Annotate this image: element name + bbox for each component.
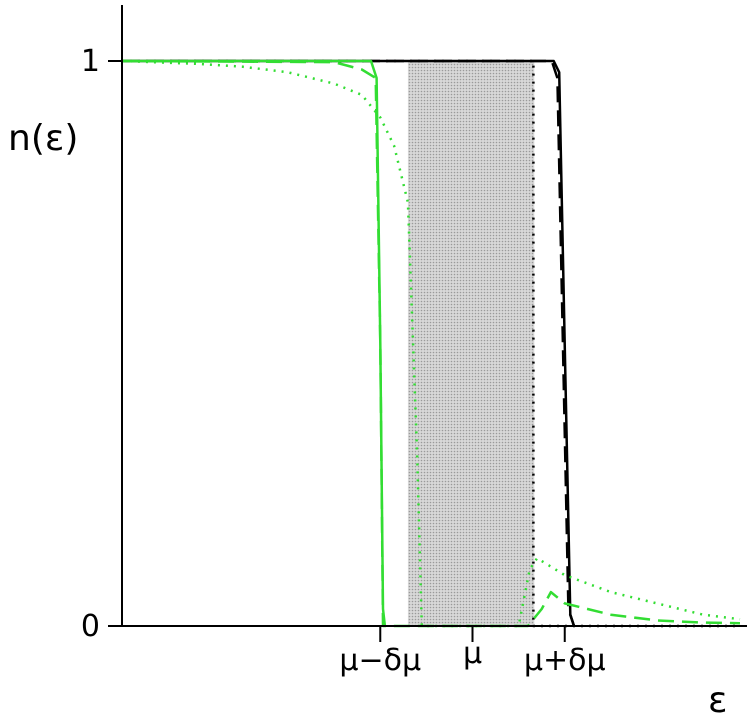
y-axis-label: n(ε) <box>8 118 78 159</box>
series-line-1 <box>122 59 576 627</box>
x-tick-label-0: μ−δμ <box>339 643 421 678</box>
x-tick-label-1: μ <box>463 636 482 671</box>
x-tick-label-2: μ+δμ <box>524 643 606 678</box>
series-layer <box>121 59 741 628</box>
series-line-4 <box>121 59 741 628</box>
shaded-band <box>407 61 535 626</box>
series-line-3 <box>122 59 387 627</box>
y-tick-label-0: 0 <box>81 609 100 644</box>
tick-layer: 0 1 μ−δμ μ μ+δμ <box>81 44 606 678</box>
x-axis-label: ε <box>708 680 727 721</box>
y-tick-label-1: 1 <box>81 44 100 79</box>
shaded-band-layer <box>407 61 535 626</box>
series-line-5 <box>121 59 741 628</box>
